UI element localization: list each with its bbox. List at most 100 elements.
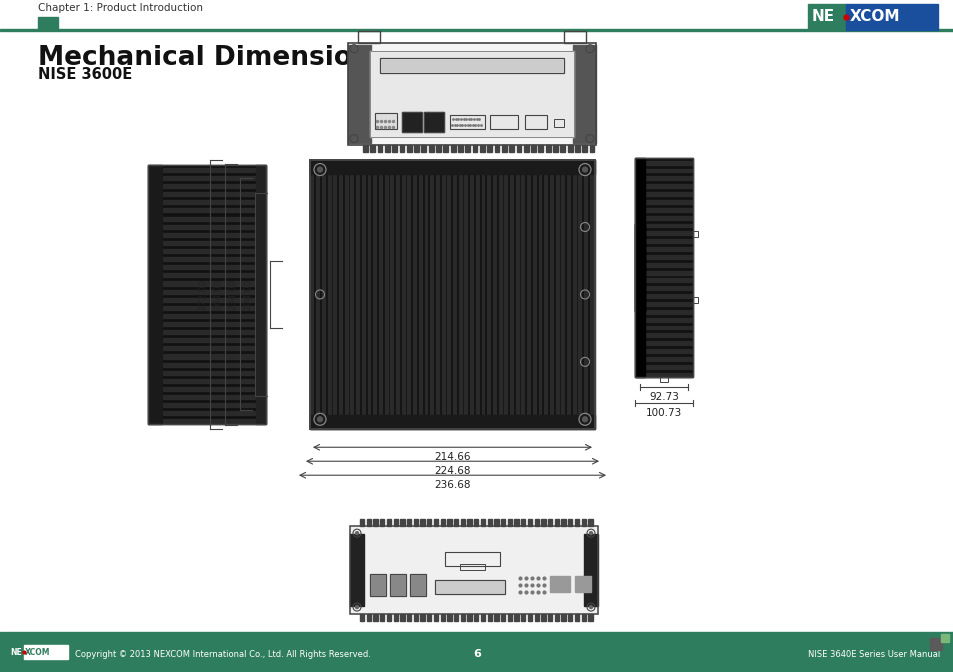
Bar [351,45,353,142]
Bar [587,45,589,142]
Bar [636,239,691,243]
Bar [443,144,448,152]
Bar [581,45,583,142]
Bar [845,4,937,30]
Bar [384,161,387,428]
Bar [420,519,424,526]
Bar [520,614,525,621]
Text: 214.66: 214.66 [434,452,470,462]
Bar [450,144,455,152]
Bar [406,144,411,152]
Bar [373,519,377,526]
Bar [379,519,384,526]
Bar [392,144,396,152]
Bar [435,580,504,594]
Bar [379,58,563,73]
Bar [560,161,563,428]
Bar [636,294,691,298]
Bar [366,45,368,142]
Bar [149,233,265,237]
Bar [381,60,561,71]
Bar [149,184,265,188]
Bar [350,526,598,614]
Bar [401,161,404,428]
Bar [427,519,431,526]
Circle shape [582,417,587,422]
Bar [367,161,370,428]
Bar [636,192,691,196]
Circle shape [589,532,592,535]
Bar [554,614,558,621]
Bar [149,330,265,334]
Bar [149,355,265,359]
Bar [424,161,427,428]
Text: 264.00: 264.00 [213,279,222,310]
Bar [149,306,265,310]
Bar [465,144,470,152]
Bar [255,165,266,424]
Bar [377,144,382,152]
Bar [359,519,364,526]
Circle shape [317,167,322,172]
Bar [494,519,498,526]
Bar [375,113,396,128]
Bar [359,45,361,142]
Bar [494,614,498,621]
Bar [401,112,421,132]
Bar [423,112,443,132]
Bar [348,43,596,144]
Bar [807,4,845,30]
Bar [514,614,518,621]
Bar [636,184,691,188]
Bar [390,574,406,596]
Text: 6: 6 [473,649,480,659]
Bar [149,338,265,342]
Bar [370,50,574,136]
Bar [472,144,476,152]
Bar [589,144,594,152]
Bar [454,519,457,526]
Bar [507,614,512,621]
Bar [413,161,416,428]
Bar [470,161,473,428]
Circle shape [582,167,587,172]
Polygon shape [635,157,644,311]
Bar [547,519,552,526]
Bar [394,614,397,621]
Bar [636,231,691,235]
Bar [636,373,691,376]
Text: 204.00: 204.00 [243,279,253,310]
Bar [636,341,691,345]
Bar [581,519,585,526]
Bar [563,31,585,43]
Bar [384,144,389,152]
Bar [566,161,569,428]
Bar [493,161,496,428]
Bar [420,614,424,621]
Bar [378,161,381,428]
Bar [550,576,569,592]
Bar [366,614,371,621]
Bar [575,144,579,152]
Bar [514,519,518,526]
Bar [149,419,265,423]
Bar [149,168,265,172]
Bar [636,365,691,369]
Text: Chapter 1: Product Introduction: Chapter 1: Product Introduction [38,3,203,13]
Bar [636,357,691,361]
Bar [387,614,391,621]
Bar [348,45,350,142]
Bar [410,574,426,596]
Text: NE: NE [10,648,22,657]
Bar [584,45,586,142]
Bar [635,157,692,378]
Text: XCOM: XCOM [849,9,900,24]
Bar [498,161,501,428]
Bar [636,286,691,290]
Bar [348,43,596,144]
Bar [441,161,444,428]
Bar [363,144,368,152]
Bar [149,282,265,286]
Bar [434,614,437,621]
Bar [149,192,265,196]
